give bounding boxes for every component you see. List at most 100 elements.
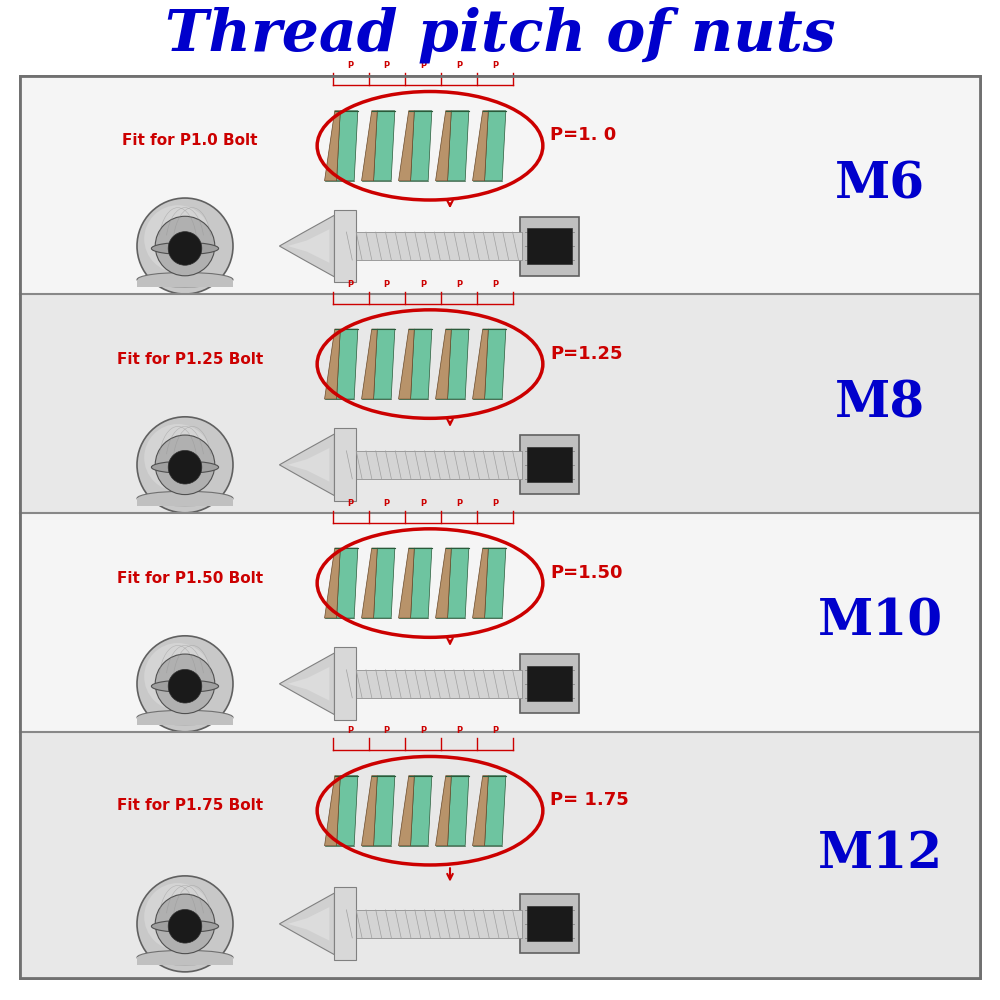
Bar — [137, 280, 233, 287]
Bar — [137, 498, 233, 506]
Polygon shape — [399, 329, 414, 399]
Polygon shape — [399, 776, 414, 846]
Ellipse shape — [137, 950, 233, 965]
Polygon shape — [473, 329, 488, 399]
Text: M10: M10 — [817, 598, 943, 647]
Polygon shape — [485, 329, 506, 399]
Text: Thread pitch of nuts: Thread pitch of nuts — [165, 7, 835, 63]
Text: M12: M12 — [817, 830, 943, 880]
Bar — [527, 906, 572, 941]
Text: P: P — [384, 280, 390, 289]
Text: P: P — [384, 499, 390, 508]
Polygon shape — [325, 329, 340, 399]
Polygon shape — [325, 548, 340, 618]
Polygon shape — [436, 548, 451, 618]
Circle shape — [168, 909, 202, 943]
Circle shape — [144, 205, 211, 272]
Polygon shape — [473, 776, 488, 846]
Polygon shape — [485, 548, 506, 618]
Polygon shape — [337, 329, 358, 399]
FancyBboxPatch shape — [520, 894, 579, 953]
Text: P= 1.75: P= 1.75 — [550, 791, 629, 809]
Text: P: P — [456, 61, 462, 70]
Circle shape — [144, 643, 211, 710]
Text: P: P — [456, 726, 462, 735]
Polygon shape — [288, 907, 329, 941]
Polygon shape — [473, 111, 488, 181]
Circle shape — [168, 232, 202, 265]
Text: P: P — [384, 726, 390, 735]
Text: P: P — [348, 280, 354, 289]
Circle shape — [137, 198, 233, 294]
Ellipse shape — [137, 491, 233, 506]
Polygon shape — [279, 893, 334, 955]
Text: P=1.25: P=1.25 — [550, 345, 623, 363]
Polygon shape — [362, 776, 377, 846]
Text: P: P — [420, 280, 426, 289]
Polygon shape — [362, 111, 377, 181]
Bar — [137, 957, 233, 965]
Polygon shape — [279, 653, 334, 715]
Circle shape — [155, 216, 215, 276]
Circle shape — [137, 417, 233, 513]
Bar — [20, 294, 980, 513]
FancyBboxPatch shape — [520, 654, 579, 713]
Polygon shape — [448, 548, 469, 618]
Circle shape — [168, 669, 202, 703]
Polygon shape — [448, 776, 469, 846]
Polygon shape — [325, 776, 340, 846]
Bar — [527, 447, 572, 482]
Circle shape — [137, 636, 233, 732]
Bar — [20, 76, 980, 294]
Text: Fit for P1.25 Bolt: Fit for P1.25 Bolt — [117, 352, 263, 367]
Circle shape — [137, 876, 233, 972]
Text: P: P — [420, 61, 426, 70]
Bar — [346, 451, 522, 479]
Ellipse shape — [151, 680, 219, 692]
Text: P: P — [492, 280, 498, 289]
Text: P=1.50: P=1.50 — [550, 564, 623, 582]
Polygon shape — [448, 329, 469, 399]
Polygon shape — [374, 776, 395, 846]
Text: P: P — [420, 726, 426, 735]
Polygon shape — [485, 776, 506, 846]
Polygon shape — [362, 329, 377, 399]
Bar — [20, 732, 980, 978]
Polygon shape — [436, 329, 451, 399]
Bar — [20, 513, 980, 732]
Circle shape — [155, 654, 215, 714]
Polygon shape — [374, 329, 395, 399]
Polygon shape — [399, 548, 414, 618]
Bar — [334, 647, 356, 720]
Bar — [334, 428, 356, 501]
Text: P: P — [420, 499, 426, 508]
Text: P: P — [348, 726, 354, 735]
Circle shape — [155, 894, 215, 954]
Polygon shape — [411, 329, 432, 399]
Text: P: P — [492, 726, 498, 735]
Ellipse shape — [137, 272, 233, 287]
Polygon shape — [337, 776, 358, 846]
Bar — [346, 232, 522, 260]
Polygon shape — [288, 448, 329, 482]
Bar — [527, 228, 572, 264]
Polygon shape — [362, 548, 377, 618]
Text: P: P — [492, 499, 498, 508]
FancyBboxPatch shape — [20, 76, 980, 978]
Text: P: P — [456, 280, 462, 289]
Polygon shape — [374, 548, 395, 618]
Polygon shape — [337, 548, 358, 618]
Polygon shape — [325, 111, 340, 181]
Bar — [334, 210, 356, 282]
Polygon shape — [288, 229, 329, 263]
Text: P: P — [348, 499, 354, 508]
Polygon shape — [374, 111, 395, 181]
Text: P: P — [492, 61, 498, 70]
Text: P: P — [384, 61, 390, 70]
Circle shape — [144, 424, 211, 491]
Bar — [527, 666, 572, 701]
Text: P=1. 0: P=1. 0 — [550, 126, 616, 144]
Text: M8: M8 — [835, 379, 925, 428]
Bar — [334, 887, 356, 960]
FancyBboxPatch shape — [520, 217, 579, 276]
